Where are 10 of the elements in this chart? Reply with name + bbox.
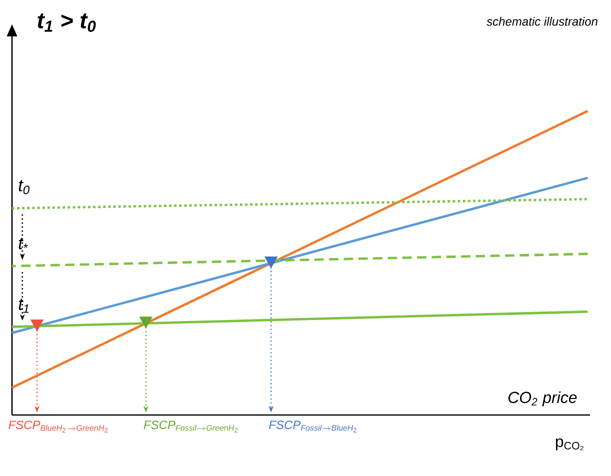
chart-title: t$_{1}$ > t$_{0}$: [38, 13, 96, 32]
series-label: t$_{1}$: [18, 298, 29, 313]
text: $FSCP_{BlueH_2\rightarrow GreenH_2}$: [8, 420, 108, 433]
x-axis-title: CO$_{2}$ price: [508, 391, 577, 406]
text: p$_{CO₂}$: [556, 438, 584, 450]
chart-subtitle: schematic illustration: [486, 16, 598, 26]
series-label: t$_{0}$: [18, 180, 30, 194]
series-label: t$_{*}$: [18, 238, 28, 250]
text: $FSCP_{Fossil\rightarrow BlueH_2}$: [269, 420, 356, 433]
text: $FSCP_{Fossil\rightarrow GreenH_2}$: [144, 420, 238, 433]
